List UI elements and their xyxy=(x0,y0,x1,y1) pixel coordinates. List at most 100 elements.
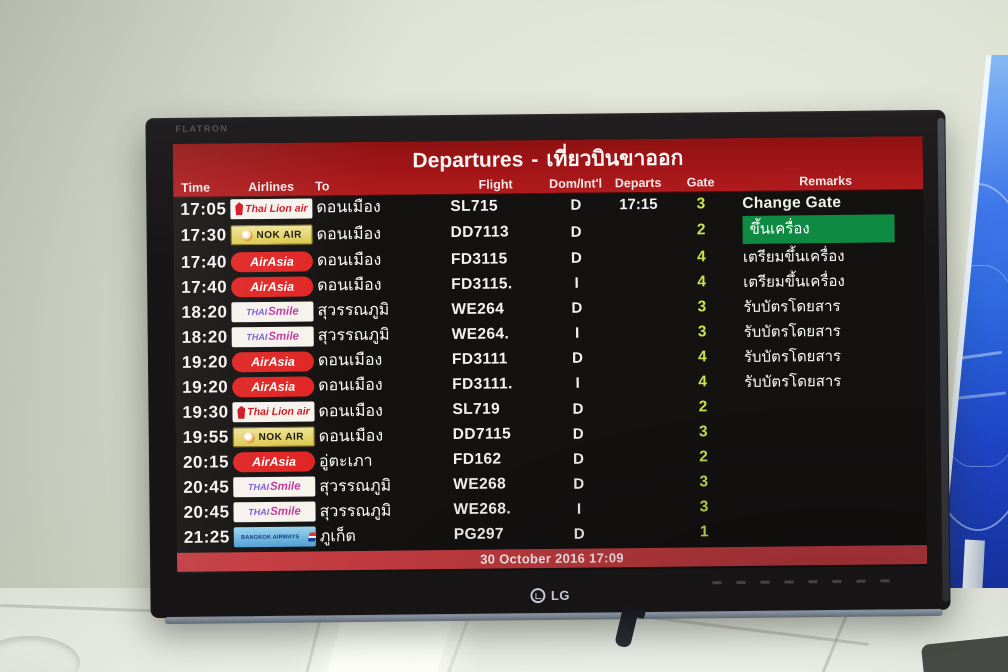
flight-time: 18:20 xyxy=(181,302,228,322)
board-datetime: 30 October 2016 17:09 xyxy=(480,550,624,567)
column-header-airlines: Airlines xyxy=(248,179,295,195)
remark-text: เตรียมขึ้นเครื่อง xyxy=(742,247,845,266)
ts-smile: Smile xyxy=(268,330,300,343)
lg-brand-text: LG xyxy=(550,587,571,603)
column-header-departs: Departs xyxy=(614,175,662,191)
airline-logo-cell: THAI Smile xyxy=(232,501,316,523)
gate-number: 2 xyxy=(696,221,706,239)
nok-text: NOK AIR xyxy=(258,431,304,443)
dom-intl-flag: D xyxy=(572,400,584,418)
gate-number: 3 xyxy=(696,194,706,212)
remark-text: รับบัตรโดยสาร xyxy=(744,372,842,391)
dom-intl-flag: D xyxy=(573,475,585,493)
airasia-logo: AirAsia xyxy=(231,351,315,373)
flight-time: 17:05 xyxy=(180,198,227,219)
flight-time: 17:30 xyxy=(180,225,227,245)
flight-time: 20:45 xyxy=(183,502,230,523)
flight-number: WE268 xyxy=(453,475,507,494)
gate-number: 4 xyxy=(698,373,708,391)
departures-screen: Departures - เที่ยวบินขาออก Time Airlines … xyxy=(172,136,928,574)
ts-smile: Smile xyxy=(268,305,299,318)
flight-number: DD7115 xyxy=(452,425,512,444)
remark-cell xyxy=(732,521,927,541)
ts-thai: THAI xyxy=(246,306,268,317)
nok-text: NOK AIR xyxy=(256,229,302,241)
airline-logo-cell: AirAsia xyxy=(231,351,315,373)
aa-text: AirAsia xyxy=(250,279,295,294)
lg-circle-icon xyxy=(530,588,546,604)
flight-time: 20:45 xyxy=(183,477,230,498)
airasia-logo: AirAsia xyxy=(232,451,316,473)
departs-time xyxy=(607,533,677,534)
dom-intl-flag: D xyxy=(570,196,582,214)
gate-number: 1 xyxy=(699,523,709,541)
flight-number: FD3115 xyxy=(450,250,508,268)
flight-time: 17:40 xyxy=(181,277,228,297)
sign-etched-detail xyxy=(937,265,1008,467)
destination: ภูเก็ต xyxy=(319,527,356,546)
aa-text: AirAsia xyxy=(251,379,296,395)
gate-number: 3 xyxy=(697,323,707,341)
remark-text: รับบัตรโดยสาร xyxy=(743,347,842,366)
gate-number: 4 xyxy=(698,348,707,366)
thai-lion-lion-icon xyxy=(237,406,245,419)
airline-logo-cell: AirAsia xyxy=(231,376,315,398)
flight-number: FD3115. xyxy=(451,275,513,293)
remark-cell xyxy=(731,446,926,466)
remark-cell: เตรียมขึ้นเครื่อง xyxy=(729,268,924,294)
airline-logo-cell: NOK AIR xyxy=(230,224,314,246)
board-rows: 17:05 Thai Lion air ดอนเมือง SL715 D 17:… xyxy=(173,189,927,551)
flight-number: WE264. xyxy=(451,325,510,343)
remark-cell: รับบัตรโดยสาร xyxy=(729,293,924,319)
aa-text: AirAsia xyxy=(252,454,296,470)
board-title-separator: - xyxy=(531,148,539,172)
destination: ดอนเมือง xyxy=(318,427,384,446)
airline-logo-cell: AirAsia xyxy=(232,451,316,473)
monitor-brand-label: FLATRON xyxy=(175,123,229,134)
column-header-time: Time xyxy=(181,180,211,195)
remark-text: เตรียมขึ้นเครื่อง xyxy=(743,272,845,291)
nok-logo: NOK AIR xyxy=(230,224,313,246)
thai-smile-logo: THAI Smile xyxy=(233,476,316,498)
flight-time: 19:30 xyxy=(182,402,229,422)
remark-cell: รับบัตรโดยสาร xyxy=(730,368,925,394)
destination: สุวรรณภูมิ xyxy=(319,477,392,496)
dom-intl-flag: D xyxy=(573,525,585,543)
nok-bird-icon xyxy=(241,229,253,241)
flight-number: SL715 xyxy=(450,197,499,215)
remark-cell xyxy=(731,471,926,491)
gate-number: 3 xyxy=(698,423,708,441)
flight-time: 18:20 xyxy=(181,327,228,347)
airline-logo-cell: THAI Smile xyxy=(230,301,314,323)
remark-cell: รับบัตรโดยสาร xyxy=(730,343,925,369)
departs-time xyxy=(604,231,674,232)
departs-time xyxy=(604,307,674,308)
flight-number: DD7113 xyxy=(450,223,510,242)
remark-text: รับบัตรโดยสาร xyxy=(743,297,841,316)
dom-intl-flag: D xyxy=(570,223,582,241)
bangkok-logo: BANGKOK AIRWAYS xyxy=(233,526,317,548)
remark-cell: ขึ้นเครื่อง xyxy=(728,214,923,245)
destination: อู่ตะเภา xyxy=(318,452,373,471)
dom-intl-flag: D xyxy=(572,450,585,468)
remark-cell: เตรียมขึ้นเครื่อง xyxy=(729,243,924,269)
airline-logo-cell: AirAsia xyxy=(230,276,314,297)
airline-logo-cell: Thai Lion air xyxy=(231,401,315,423)
gate-number: 2 xyxy=(698,398,708,416)
gate-number: 3 xyxy=(697,298,707,316)
airasia-logo: AirAsia xyxy=(230,251,314,272)
destination: สุวรรณภูมิ xyxy=(317,326,390,345)
thai-lion-lion-icon xyxy=(235,202,243,215)
column-header-to: To xyxy=(315,179,330,194)
departs-time xyxy=(606,433,676,434)
departs-time: 17:15 xyxy=(619,195,658,214)
column-header-flight: Flight xyxy=(478,177,513,192)
airline-logo-cell: AirAsia xyxy=(230,251,314,272)
column-header-gate: Gate xyxy=(686,175,715,190)
remark-text: Change Gate xyxy=(742,193,842,212)
flight-time: 19:20 xyxy=(181,352,229,372)
gate-number: 4 xyxy=(696,247,706,266)
ceiling-round-fixture xyxy=(0,636,80,672)
airline-logo-cell: BANGKOK AIRWAYS xyxy=(233,526,317,548)
departs-time xyxy=(605,332,675,333)
